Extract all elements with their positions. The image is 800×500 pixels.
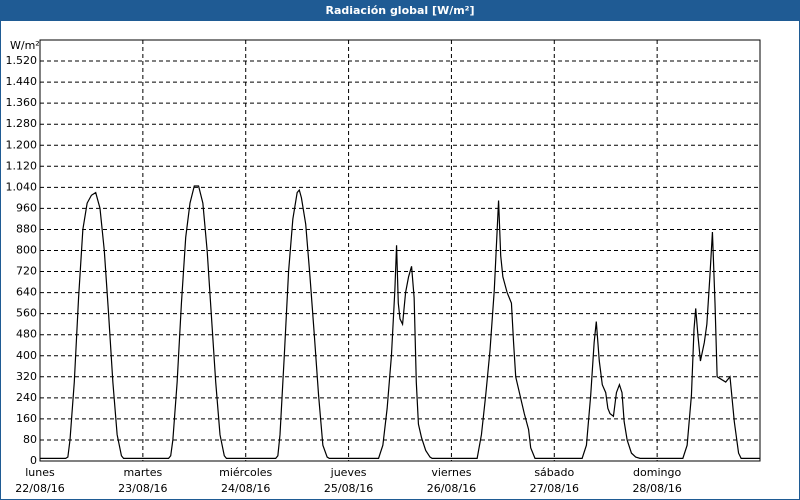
y-tick-label: 240 — [16, 391, 37, 404]
x-tick-date: 22/08/16 — [15, 482, 64, 495]
x-tick-day: sábado — [534, 466, 574, 479]
y-tick-label: 720 — [16, 265, 37, 278]
chart: W/m² 0 80 160 240 320 400 480 560 640 720 800 880 96… — [6, 39, 761, 495]
x-tick-day: viernes — [431, 466, 471, 479]
y-tick-label: 1.360 — [6, 96, 38, 109]
x-tick-day: domingo — [633, 466, 681, 479]
y-tick-label: 320 — [16, 370, 37, 383]
y-tick-label: 1.200 — [6, 138, 38, 151]
y-tick-label: 800 — [16, 244, 37, 257]
y-tick-label: 400 — [16, 349, 37, 362]
y-tick-label: 1.040 — [6, 180, 38, 193]
y-tick-label: 1.120 — [6, 159, 38, 172]
x-tick-date: 24/08/16 — [221, 482, 270, 495]
y-tick-label: 1.520 — [6, 54, 38, 67]
y-tick-label: 960 — [16, 201, 37, 214]
y-axis-label: W/m² — [10, 39, 40, 52]
y-tick-label: 1.280 — [6, 117, 38, 130]
x-tick-day: miércoles — [219, 466, 272, 479]
y-tick-label: 0 — [30, 454, 37, 467]
x-tick-date: 28/08/16 — [632, 482, 681, 495]
x-tick-date: 26/08/16 — [427, 482, 476, 495]
y-tick-label: 1.440 — [6, 75, 38, 88]
title-bar: Radiación global [W/m²] — [1, 1, 799, 21]
x-tick-day: martes — [123, 466, 162, 479]
y-tick-label: 160 — [16, 412, 37, 425]
series-line — [40, 185, 760, 459]
x-tick-date: 25/08/16 — [324, 482, 373, 495]
x-tick-date: 27/08/16 — [530, 482, 579, 495]
y-tick-label: 640 — [16, 286, 37, 299]
x-tick-date: 23/08/16 — [118, 482, 167, 495]
x-tick-day: lunes — [25, 466, 55, 479]
y-tick-label: 480 — [16, 328, 37, 341]
y-tick-label: 80 — [23, 433, 37, 446]
y-tick-label: 880 — [16, 222, 37, 235]
y-tick-label: 560 — [16, 307, 37, 320]
plot-frame — [39, 39, 761, 462]
x-tick-day: jueves — [330, 466, 367, 479]
